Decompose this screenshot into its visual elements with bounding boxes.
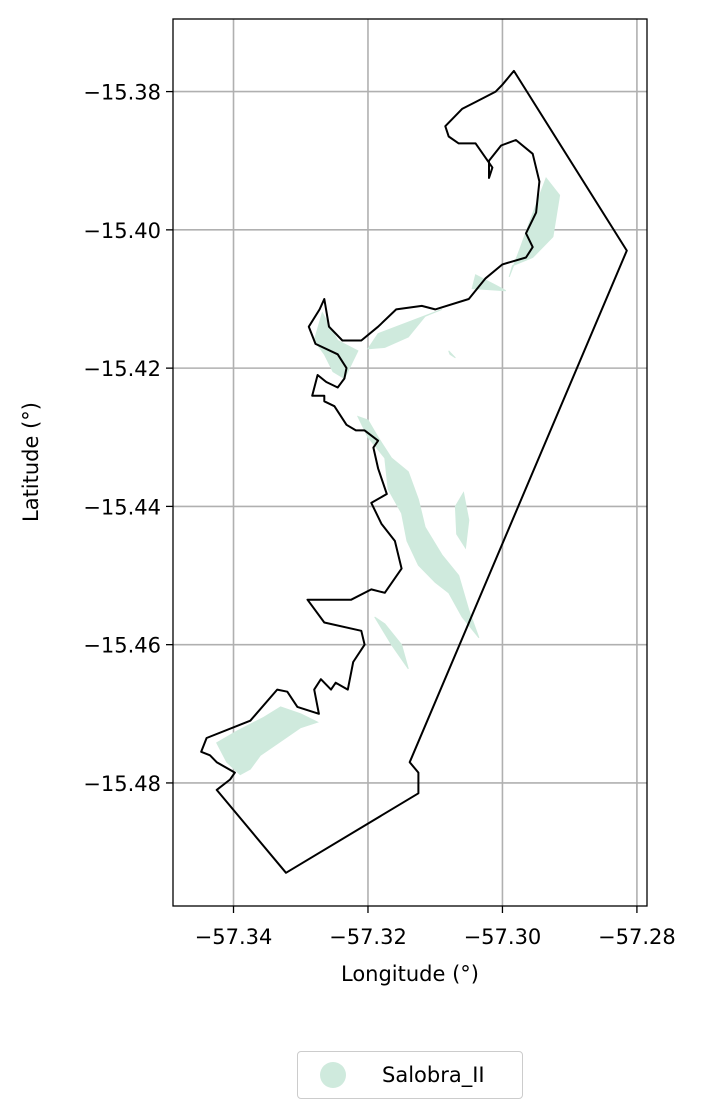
y-axis-label: Latitude (°) bbox=[19, 402, 43, 522]
boundary-outline bbox=[200, 69, 628, 874]
legend-swatch-salobra-ii bbox=[320, 1062, 346, 1088]
y-tick-label-3: −15.44 bbox=[83, 495, 161, 519]
salobra-ii-region-2 bbox=[367, 308, 443, 350]
salobra-ii-region-7 bbox=[216, 706, 319, 776]
y-tick-label-1: −15.40 bbox=[83, 219, 161, 243]
salobra-ii-fill bbox=[216, 176, 561, 776]
y-tick-label-0: −15.38 bbox=[83, 81, 161, 105]
y-axis-ticks: −15.38 −15.40 −15.42 −15.44 −15.46 −15.48 bbox=[83, 81, 173, 796]
x-tick-label-3: −57.28 bbox=[598, 925, 676, 949]
x-tick-label-2: −57.30 bbox=[464, 925, 542, 949]
y-tick-label-4: −15.46 bbox=[83, 634, 161, 658]
salobra-ii-region-6 bbox=[374, 616, 409, 670]
axes-frame bbox=[172, 18, 648, 907]
boundary-polygon bbox=[200, 69, 628, 874]
x-tick-label-0: −57.34 bbox=[195, 925, 273, 949]
salobra-ii-region-8 bbox=[448, 350, 456, 359]
y-tick-label-5: −15.48 bbox=[83, 772, 161, 796]
x-axis-ticks: −57.34 −57.32 −57.30 −57.28 bbox=[195, 906, 676, 949]
grid-lines bbox=[173, 19, 647, 906]
salobra-ii-region-5 bbox=[454, 491, 470, 550]
legend-label-salobra-ii: Salobra_II bbox=[382, 1063, 485, 1087]
x-axis-label: Longitude (°) bbox=[341, 962, 479, 986]
salobra-ii-region-4 bbox=[356, 415, 480, 639]
x-tick-label-1: −57.32 bbox=[329, 925, 407, 949]
legend: Salobra_II bbox=[297, 1051, 523, 1099]
salobra-ii-region-1 bbox=[471, 274, 507, 292]
y-tick-label-2: −15.42 bbox=[83, 357, 161, 381]
